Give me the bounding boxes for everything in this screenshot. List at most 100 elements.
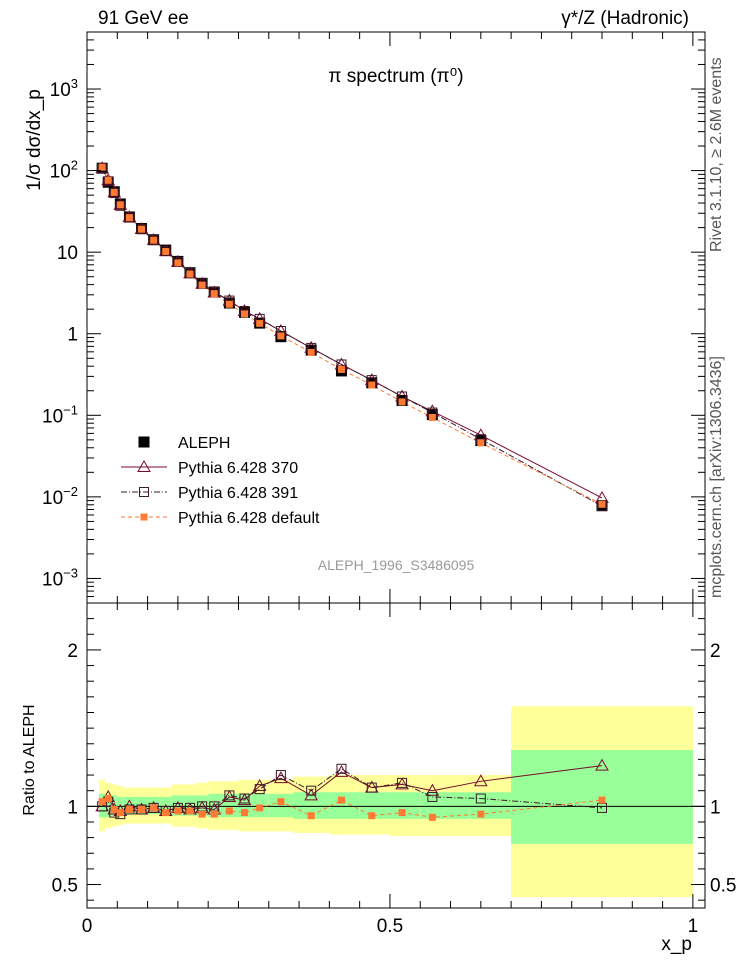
data-point-default (125, 214, 133, 222)
data-point-default (598, 500, 606, 508)
ratio-point-default (104, 795, 112, 803)
data-point-default (241, 310, 249, 318)
data-point-default (368, 381, 376, 389)
data-point-default (477, 439, 485, 447)
ratio-point-p370 (237, 793, 252, 806)
ratio-point-p391 (306, 785, 317, 796)
y-tick-label: 1 (67, 325, 78, 346)
ratio-point-p370 (274, 771, 288, 784)
ratio-y-axis-label: Ratio to ALEPH (21, 704, 38, 815)
header-right: γ*/Z (Hadronic) (561, 8, 689, 29)
legend-label: Pythia 6.428 391 (178, 485, 298, 502)
ratio-point-p391 (427, 791, 438, 802)
ratio-point-default (198, 810, 206, 818)
ratio-tick-label: 2 (67, 641, 78, 662)
ratio-point-default (150, 804, 158, 812)
legend-label: Pythia 6.428 370 (178, 460, 298, 477)
x-axis-label: x_p (661, 934, 692, 955)
ratio-point-default (138, 805, 146, 813)
data-point-p391 (148, 234, 159, 245)
ratio-tick-label-right: 1 (710, 797, 721, 818)
ratio-point-default (428, 813, 436, 821)
ratio-band-inner (111, 795, 118, 816)
ratio-point-p370 (595, 758, 609, 771)
ratio-point-default (307, 812, 315, 820)
legend-marker-p391 (139, 487, 149, 497)
data-point-p391 (124, 212, 135, 223)
ratio-frame (86, 602, 706, 909)
ratio-point-default (210, 810, 218, 818)
ratio-tick-label-right: 2 (710, 641, 721, 662)
ratio-point-p370 (304, 788, 319, 801)
ratio-point-default (110, 805, 118, 813)
data-point-default (116, 201, 124, 209)
data-point-default (138, 225, 146, 233)
ratio-tick-label: 1 (67, 797, 78, 818)
y-tick-label: 10 (57, 243, 78, 264)
y-axis-label: 1/σ dσ/dx_p (24, 89, 45, 191)
legend-marker-data (138, 436, 150, 448)
legend-label: ALEPH (178, 435, 230, 452)
ratio-point-p370 (473, 774, 488, 787)
data-point-default (428, 413, 436, 421)
data-point-default (256, 319, 264, 327)
main-axes: 10−3 10−2 10−1 1 10 102 103 (42, 31, 705, 604)
data-point-default (198, 281, 206, 289)
ratio-point-p391 (475, 793, 486, 804)
data-point-p391 (172, 256, 183, 267)
y-tick-label: 102 (50, 158, 78, 183)
x-axis: x_p 0 0.5 1 (82, 916, 698, 955)
ratio-point-p391 (336, 763, 347, 774)
legend-label: Pythia 6.428 default (178, 510, 320, 527)
x-tick-label: 0 (82, 916, 93, 937)
data-point-default (186, 270, 194, 278)
ratio-point-default (598, 796, 606, 804)
ratio-tick-label: 0.5 (52, 876, 78, 897)
data-point-p391 (136, 224, 147, 235)
data-point-default (307, 348, 315, 356)
data-point-default (210, 290, 218, 298)
ratio-point-default (398, 809, 406, 817)
y-tick-label: 10−1 (42, 402, 78, 427)
ratio-point-p391 (397, 777, 408, 788)
data-point-default (98, 163, 106, 171)
data-point-default (150, 236, 158, 244)
ratio-point-default (277, 798, 285, 806)
data-point-default (277, 332, 285, 340)
data-point-default (110, 188, 118, 196)
series-line-p391 (101, 167, 603, 507)
y-tick-label: 10−2 (42, 484, 78, 509)
ratio-point-default (98, 798, 106, 806)
ratio-point-default (225, 807, 233, 815)
ratio-point-default (477, 810, 485, 818)
ratio-bands (87, 706, 705, 898)
data-point-p391 (103, 176, 114, 187)
ratio-point-p370 (425, 783, 440, 796)
data-point-default (398, 398, 406, 406)
data-point-default (337, 365, 345, 373)
header-left: 91 GeV ee (98, 8, 189, 29)
legend-marker-p370 (137, 459, 151, 472)
ratio-point-p391 (148, 802, 159, 813)
ratio-point-p391 (366, 782, 377, 793)
ratio-point-default (174, 807, 182, 815)
ratio-point-p391 (124, 804, 135, 815)
ratio-band-inner (329, 792, 360, 819)
main-marks (95, 161, 609, 512)
data-point-default (174, 259, 182, 267)
x-tick-label: 0.5 (377, 916, 403, 937)
ratio-point-p391 (239, 793, 250, 804)
data-point-default (104, 176, 112, 184)
ratio-point-p391 (224, 790, 235, 801)
data-point-p391 (185, 268, 195, 279)
data-point-p391 (115, 200, 126, 211)
x-tick-label: 1 (688, 916, 699, 937)
main-panel: 10−3 10−2 10−1 1 10 102 103 π spectrum (π⁰) AL… (24, 31, 706, 604)
ratio-point-default (162, 809, 170, 817)
series-line-default (101, 167, 603, 505)
data-point-p391 (160, 246, 171, 257)
ratio-axes: 0.5 0.5 1 1 2 2 (52, 603, 736, 908)
ratio-panel: 0.5 0.5 1 1 2 2 Ratio to ALEPH (21, 602, 736, 909)
ratio-tick-label-right: 0.5 (710, 876, 736, 897)
